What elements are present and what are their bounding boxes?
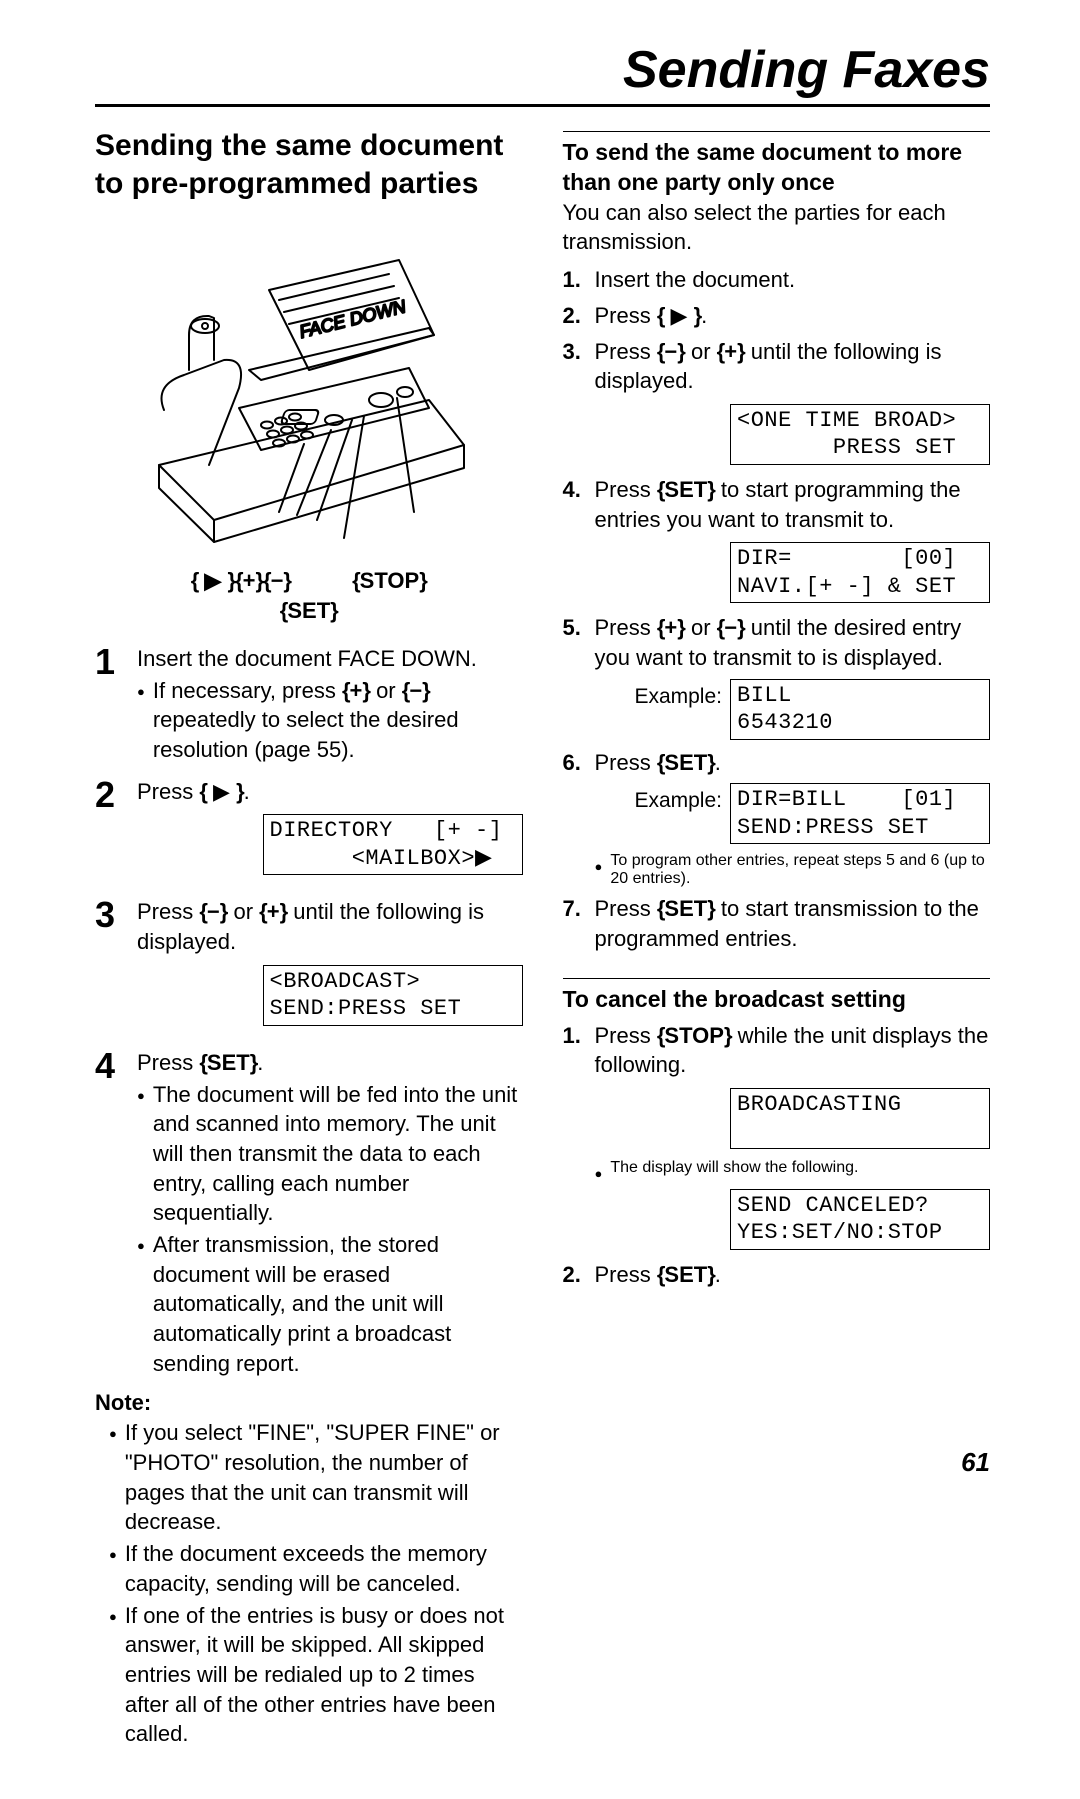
- right-intro: You can also select the parties for each…: [563, 198, 991, 257]
- lcd-broadcast: <BROADCAST> SEND:PRESS SET: [263, 965, 523, 1026]
- left-step-2: 2 Press { ▶ }. DIRECTORY [+ -] <MAILBOX>…: [95, 777, 523, 886]
- left-step-4: 4 Press {SET}. The document will be fed …: [95, 1048, 523, 1379]
- left-step-1: 1 Insert the document FACE DOWN. If nece…: [95, 644, 523, 765]
- left-step-3: 3 Press {−} or {+} until the following i…: [95, 897, 523, 1035]
- lcd-directory: DIRECTORY [+ -] <MAILBOX>▶: [263, 814, 523, 875]
- note-2: If the document exceeds the memory capac…: [125, 1539, 523, 1598]
- r1-step-5: 5.Press {+} or {−} until the desired ent…: [563, 613, 991, 672]
- r2-step-1-bullet: The display will show the following.: [610, 1159, 990, 1177]
- button-label-row-top: { ▶ }{+}{−} {STOP}: [95, 568, 523, 594]
- r1-step-7: 7.Press {SET} to start transmission to t…: [563, 894, 991, 953]
- right-column: To send the same document to more than o…: [563, 127, 991, 1749]
- left-column: Sending the same document to pre-program…: [95, 127, 523, 1749]
- lcd-one-time-broad: <ONE TIME BROAD> PRESS SET: [730, 404, 990, 465]
- page-title-banner: Sending Faxes: [95, 40, 990, 107]
- lcd-send-canceled: SEND CANCELED? YES:SET/NO:STOP: [730, 1189, 990, 1250]
- lcd-dir-00: DIR= [00] NAVI.[+ -] & SET: [730, 542, 990, 603]
- step4-bullet1: The document will be fed into the unit a…: [153, 1080, 523, 1228]
- right-subheading-1: To send the same document to more than o…: [563, 138, 991, 198]
- r1-step-4: 4.Press {SET} to start programming the e…: [563, 475, 991, 534]
- page-number: 61: [961, 1447, 990, 1478]
- r1-step-1: 1.Insert the document.: [563, 265, 991, 295]
- r2-step-1: 1.Press {STOP} while the unit displays t…: [563, 1021, 991, 1080]
- rule-1: [563, 131, 991, 132]
- step1-text: Insert the document FACE DOWN.: [137, 646, 477, 671]
- fax-illustration: FACE DOWN: [129, 220, 489, 560]
- lcd-dir-bill: DIR=BILL [01] SEND:PRESS SET: [730, 783, 990, 844]
- lcd-bill: BILL 6543210: [730, 679, 990, 740]
- lcd-broadcasting: BROADCASTING: [730, 1088, 990, 1149]
- r1-step-2: 2.Press { ▶ }.: [563, 301, 991, 331]
- right-subheading-2: To cancel the broadcast setting: [563, 985, 991, 1015]
- r2-step-2: 2.Press {SET}.: [563, 1260, 991, 1290]
- example-label-1: Example:: [634, 685, 722, 709]
- rule-2: [563, 978, 991, 979]
- r1-step-6: 6.Press {SET}.: [563, 748, 991, 778]
- button-label-row-bottom: {SET}: [95, 598, 523, 624]
- left-heading: Sending the same document to pre-program…: [95, 127, 523, 202]
- note-1: If you select "FINE", "SUPER FINE" or "P…: [125, 1418, 523, 1537]
- note-3: If one of the entries is busy or does no…: [125, 1601, 523, 1749]
- r1-step-3: 3.Press {−} or {+} until the following i…: [563, 337, 991, 396]
- note-heading: Note:: [95, 1390, 523, 1416]
- example-label-2: Example:: [634, 789, 722, 813]
- step4-bullet2: After transmission, the stored document …: [153, 1230, 523, 1378]
- r1-step-6-bullet: To program other entries, repeat steps 5…: [610, 852, 990, 888]
